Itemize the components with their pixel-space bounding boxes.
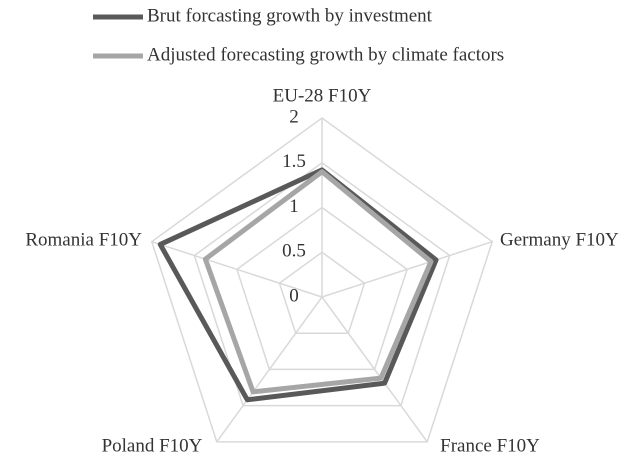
grid-ring bbox=[278, 251, 366, 334]
spoke bbox=[321, 240, 493, 298]
spoke bbox=[151, 240, 323, 298]
category-label: Romania F10Y bbox=[25, 229, 142, 250]
legend-label: Adjusted forecasting growth by climate f… bbox=[147, 44, 504, 65]
spoke bbox=[216, 296, 323, 443]
r-tick-label: 1.5 bbox=[282, 151, 306, 172]
r-tick-label: 0 bbox=[289, 285, 299, 306]
category-label: Poland F10Y bbox=[102, 435, 203, 456]
series-line bbox=[202, 169, 434, 395]
grid-ring bbox=[150, 117, 494, 443]
grid-ring bbox=[193, 161, 451, 407]
series-line bbox=[157, 167, 439, 403]
legend-label: Brut forcasting growth by investment bbox=[147, 5, 433, 26]
category-label: France F10Y bbox=[440, 435, 540, 456]
r-tick-label: 0.5 bbox=[282, 241, 306, 262]
spoke bbox=[321, 296, 428, 443]
grid-ring bbox=[235, 206, 409, 371]
r-tick-label: 2 bbox=[289, 106, 299, 127]
category-label: EU-28 F10Y bbox=[273, 85, 372, 106]
category-label: Germany F10Y bbox=[500, 229, 619, 250]
r-tick-label: 1 bbox=[289, 196, 299, 217]
